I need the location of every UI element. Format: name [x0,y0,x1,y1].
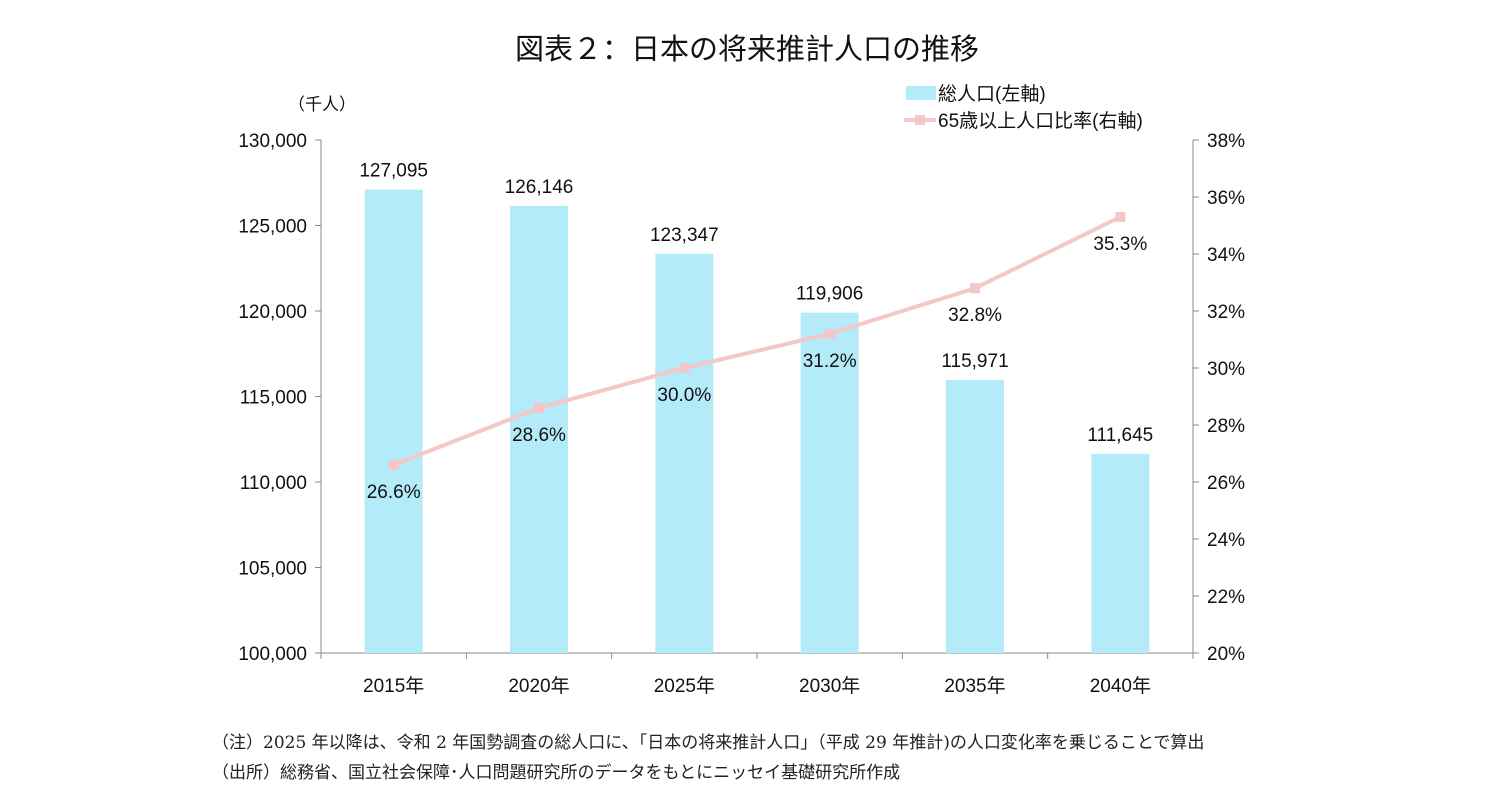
x-axis-tick-label: 2015年 [363,675,424,697]
line-data-label: 32.8% [948,305,1002,326]
line-series [392,215,1122,467]
line-data-label: 35.3% [1093,234,1147,255]
right-axis-tick-label: 32% [1207,302,1245,323]
left-axis-tick-label: 100,000 [238,644,307,665]
line-marker-2015年 [388,459,399,470]
bar-data-label: 127,095 [359,161,428,182]
bar-2025年 [655,253,714,653]
line-marker-2040年 [1115,211,1126,222]
right-axis-tick-label: 24% [1207,530,1245,551]
legend-swatch-bar [906,86,936,100]
bar-2015年 [364,189,423,653]
line-data-label: 26.6% [367,482,421,503]
line-marker-2025年 [679,363,690,373]
x-axis-tick-label: 2020年 [508,675,569,697]
bar-data-label: 123,347 [650,225,719,246]
line-data-label: 30.0% [657,385,711,406]
line-marker-2035年 [970,283,980,294]
right-axis-tick-label: 30% [1207,359,1245,380]
left-axis-unit: （千人） [288,95,356,114]
right-axis-tick-label: 38% [1207,131,1245,152]
note-text: （注）2025 年以降は、令和 2 年国勢調査の総人口に、「日本の将来推計人口」… [212,733,1205,753]
x-axis-tick-label: 2030年 [799,675,860,697]
bar-2040年 [1091,453,1150,653]
line-marker-2020年 [534,402,544,413]
right-axis-tick-label: 36% [1207,188,1245,209]
x-axis-tick-label: 2040年 [1090,675,1151,697]
bar-data-label: 119,906 [796,284,863,305]
bar-data-label: 111,645 [1087,425,1153,446]
left-axis-tick-label: 120,000 [238,302,307,323]
left-axis-tick-label: 115,000 [240,388,307,409]
bar-2030年 [800,312,859,653]
right-axis-tick-label: 20% [1207,644,1245,665]
left-axis-tick-label: 125,000 [238,217,307,238]
right-axis-tick-label: 26% [1207,473,1245,494]
left-axis-tick-label: 110,000 [240,473,307,494]
line-data-label: 31.2% [803,351,857,372]
left-axis-tick-label: 130,000 [238,131,307,152]
bar-2020年 [510,205,568,654]
bar-data-label: 126,146 [505,177,574,198]
line-marker-2030年 [824,328,835,339]
bar-data-label: 115,971 [941,351,1008,372]
right-axis-tick-label: 34% [1207,245,1245,266]
combo-chart: 100,000 105,000 110,000 115,000 120,000 125,0… [238,83,1245,697]
legend-swatch-marker [915,115,925,125]
bar-2035年 [946,379,1004,653]
left-axis-tick-label: 105,000 [238,559,307,580]
right-axis-tick-label: 28% [1207,416,1245,437]
x-axis-tick-label: 2035年 [944,675,1005,697]
line-data-label: 28.6% [512,425,566,446]
legend-label-bar: 総人口(左軸) [938,83,1046,105]
right-axis-tick-label: 22% [1207,587,1245,608]
source-text: （出所）総務省、国立社会保障･人口問題研究所のデータをもとにニッセイ基礎研究所作… [212,763,901,783]
chart-title: 図表２：日本の将来推計人口の推移 [514,32,979,66]
legend-label-line: 65歳以上人口比率(右軸) [938,110,1143,132]
x-axis-tick-label: 2025年 [654,675,715,697]
